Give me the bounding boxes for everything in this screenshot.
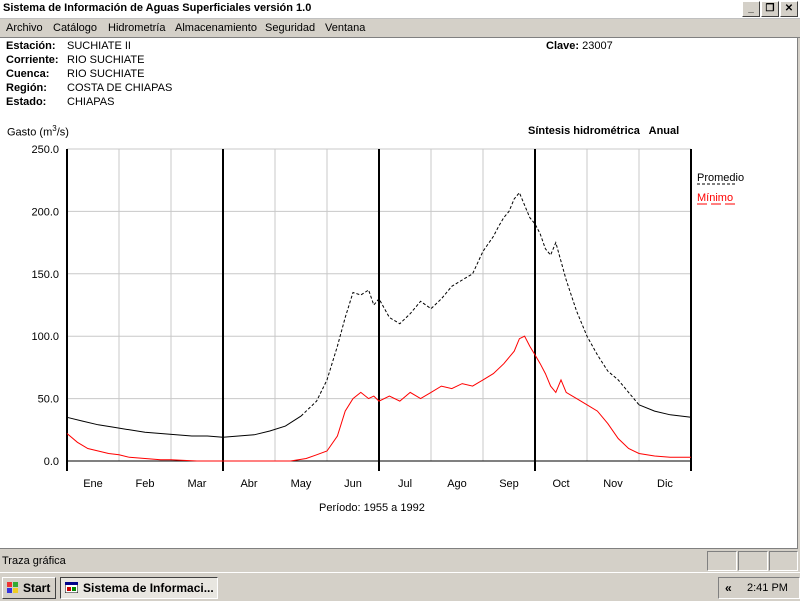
clock: 2:41 PM: [747, 582, 788, 594]
series-promedio-line: [638, 404, 692, 418]
status-bar: Traza gráfica: [0, 549, 800, 571]
chart-window: Estación: SUCHIATE II Corriente: RIO SUC…: [0, 38, 798, 549]
x-tick-label: Dic: [657, 478, 673, 490]
taskbar: Start Sistema de Informaci... « 2:41 PM: [0, 572, 800, 601]
estado-value: CHIAPAS: [67, 96, 115, 108]
hydrograph-chart: 0.0 50.0 100.0 150.0 200.0 250.0 Ene Feb Mar Abr M…: [31, 144, 744, 490]
system-tray: « 2:41 PM: [718, 577, 800, 599]
x-tick-label: Nov: [603, 478, 623, 490]
legend-minimo: Mínimo: [697, 192, 733, 204]
status-panel-3: [769, 551, 798, 571]
start-button[interactable]: Start: [2, 577, 56, 599]
status-text: Traza gráfica: [2, 555, 66, 567]
x-tick-label: May: [291, 478, 312, 490]
corriente-label: Corriente:: [6, 54, 59, 66]
close-button[interactable]: ✕: [780, 1, 798, 17]
menu-ventana[interactable]: Ventana: [325, 22, 366, 34]
x-tick-label: Oct: [552, 478, 569, 490]
menu-archivo[interactable]: Archivo: [6, 22, 43, 34]
menu-hidrometria[interactable]: Hidrometría: [108, 22, 166, 34]
window-title: Sistema de Información de Aguas Superfic…: [3, 2, 312, 14]
x-tick-label: Jun: [344, 478, 362, 490]
window-controls: _ ❐ ✕: [742, 1, 798, 17]
cuenca-value: RIO SUCHIATE: [67, 68, 145, 80]
y-axis-label: Gasto (m3/s): [7, 124, 69, 139]
y-tick-label: 0.0: [44, 456, 59, 468]
estacion-value: SUCHIATE II: [67, 40, 131, 52]
periodo-label: Período:: [319, 502, 361, 514]
region-label: Región:: [6, 82, 47, 94]
y-tick-label: 250.0: [31, 144, 59, 156]
y-tick-label: 100.0: [31, 331, 59, 343]
y-tick-label: 150.0: [31, 269, 59, 281]
x-tick-label: Sep: [499, 478, 519, 490]
maximize-button[interactable]: ❐: [761, 1, 779, 17]
y-axis-label-suffix: /s): [56, 126, 69, 139]
minimize-button[interactable]: _: [742, 1, 760, 17]
windows-logo-icon: [7, 582, 18, 593]
y-axis-label-exp: 3: [52, 124, 57, 133]
taskbar-item-label: Sistema de Informaci...: [83, 581, 214, 595]
y-axis-label-prefix: Gasto (m: [7, 126, 53, 139]
series-minimo-line: [66, 335, 691, 462]
menu-seguridad[interactable]: Seguridad: [265, 22, 316, 34]
y-tick-label: 50.0: [38, 394, 59, 406]
menu-catalogo[interactable]: Catálogo: [53, 22, 98, 34]
menu-bar: Archivo Catálogo Hidrometría Almacenamie…: [0, 19, 800, 38]
tray-expand-icon[interactable]: «: [725, 581, 732, 595]
x-tick-label: Abr: [240, 478, 257, 490]
x-tick-label: Ene: [83, 478, 103, 490]
series-promedio-line: [66, 415, 302, 438]
status-panel-1: [707, 551, 737, 571]
x-tick-label: Feb: [136, 478, 155, 490]
x-tick-label: Mar: [188, 478, 207, 490]
series-promedio-line: [300, 191, 640, 417]
y-tick-label: 200.0: [31, 206, 59, 218]
clave-label: Clave:: [546, 40, 580, 52]
clave: Clave: 23007: [546, 40, 613, 52]
x-tick-label: Ago: [447, 478, 467, 490]
taskbar-item-app[interactable]: Sistema de Informaci...: [60, 577, 218, 599]
corriente-value: RIO SUCHIATE: [67, 54, 145, 66]
start-label: Start: [23, 581, 51, 595]
clave-value: 23007: [582, 40, 613, 52]
synthesis-title: Síntesis hidrométrica Anual: [528, 125, 680, 137]
region-value: COSTA DE CHIAPAS: [67, 82, 173, 94]
title-bar: Sistema de Información de Aguas Superfic…: [0, 0, 800, 19]
status-panel-2: [738, 551, 768, 571]
menu-almacenamiento[interactable]: Almacenamiento: [175, 22, 257, 34]
legend-promedio: Promedio: [697, 172, 744, 184]
estado-label: Estado:: [6, 96, 47, 108]
cuenca-label: Cuenca:: [6, 68, 50, 80]
app-window-icon: [65, 582, 78, 593]
periodo: Período: 1955 a 1992: [319, 502, 425, 514]
x-tick-label: Jul: [398, 478, 412, 490]
estacion-label: Estación:: [6, 40, 56, 52]
periodo-value: 1955 a 1992: [363, 502, 425, 514]
